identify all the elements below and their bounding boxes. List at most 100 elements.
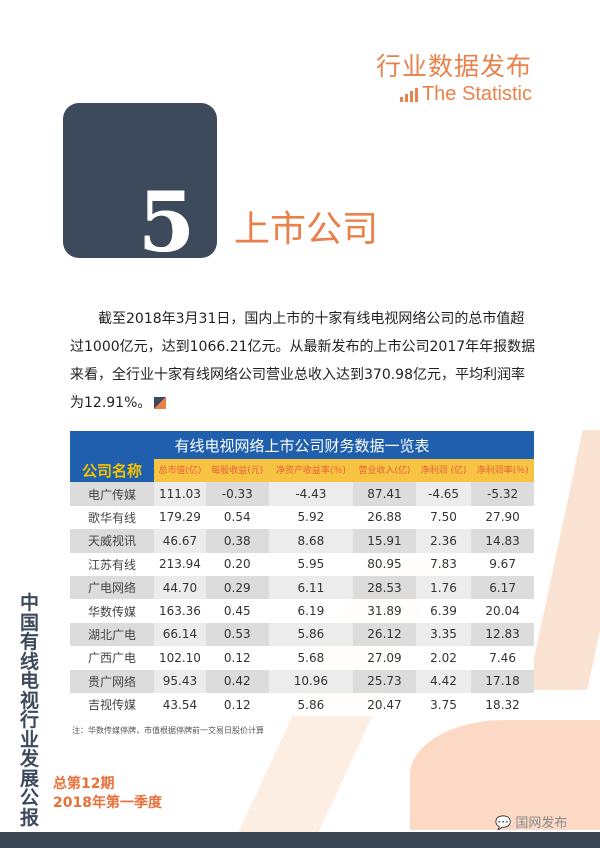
value-cell: 66.14 [154, 622, 206, 647]
value-cell: 3.35 [415, 622, 472, 647]
value-cell: -5.32 [471, 482, 534, 506]
value-cell: 8.68 [268, 529, 354, 553]
value-cell: 111.03 [154, 482, 206, 506]
value-cell: 6.39 [415, 599, 472, 623]
value-cell: 5.86 [268, 622, 354, 647]
value-cell: 0.38 [205, 529, 269, 553]
column-header: 净利润 (亿) [415, 459, 472, 483]
watermark-text: 国网发布 [515, 816, 568, 831]
value-cell: 163.36 [154, 599, 206, 623]
company-name-cell: 广电网络 [70, 575, 154, 600]
value-cell: 80.95 [353, 552, 416, 576]
value-cell: 2.36 [415, 529, 472, 553]
value-cell: 0.45 [205, 599, 269, 623]
section-number: 5 [138, 175, 196, 271]
value-cell: 28.53 [353, 575, 416, 600]
decor-shape [410, 720, 600, 830]
value-cell: 25.73 [353, 669, 416, 693]
column-header: 每股收益(元) [205, 459, 269, 483]
company-name-cell: 华数传媒 [70, 599, 154, 623]
section-title: 上市公司 [234, 209, 379, 250]
company-name-cell: 江苏有线 [70, 552, 154, 576]
value-cell: 7.83 [415, 552, 472, 576]
value-cell: 4.42 [415, 669, 472, 693]
header-title-zh: 行业数据发布 [375, 52, 532, 81]
table-row: 吉视传媒 43.54 0.12 5.86 20.47 3.75 18.32 [70, 692, 534, 717]
table-row: 华数传媒 163.36 0.45 6.19 31.89 6.39 20.04 [70, 599, 534, 623]
value-cell: 26.12 [353, 622, 416, 647]
intro-paragraph: 截至2018年3月31日，国内上市的十家有线电视网络公司的总市值超过1000亿元… [70, 305, 536, 417]
table-row: 江苏有线 213.94 0.20 5.95 80.95 7.83 9.67 [70, 552, 534, 576]
table-row: 天威视讯 46.67 0.38 8.68 15.91 2.36 14.83 [70, 529, 534, 553]
value-cell: 27.09 [353, 646, 416, 670]
table-row: 贵广网络 95.43 0.42 10.96 25.73 4.42 17.18 [70, 669, 534, 693]
bar-chart-icon [399, 87, 418, 102]
value-cell: 15.91 [353, 529, 416, 553]
value-cell: 44.70 [154, 575, 206, 600]
value-cell: 9.67 [471, 552, 534, 576]
value-cell: 5.86 [268, 692, 354, 717]
value-cell: -0.33 [205, 482, 269, 506]
issue-period: 2018年第一季度 [53, 795, 162, 811]
section-number-block [63, 103, 217, 258]
value-cell: 6.19 [268, 599, 354, 623]
decor-shape [527, 430, 600, 690]
column-header: 公司名称 [70, 459, 154, 483]
table-caption: 有线电视网络上市公司财务数据一览表 [70, 431, 534, 459]
value-cell: -4.65 [415, 482, 472, 506]
value-cell: 87.41 [353, 482, 416, 506]
company-name-cell: 吉视传媒 [70, 692, 154, 717]
value-cell: 3.75 [415, 692, 472, 717]
value-cell: 7.46 [471, 646, 534, 670]
value-cell: 46.67 [154, 529, 206, 553]
value-cell: 27.90 [471, 505, 534, 530]
table-row: 湖北广电 66.14 0.53 5.86 26.12 3.35 12.83 [70, 622, 534, 647]
column-header: 净资产收益率(％) [268, 459, 354, 483]
column-header: 净利润率(％) [471, 459, 534, 483]
company-name-cell: 广西广电 [70, 646, 154, 670]
value-cell: 0.20 [205, 552, 269, 576]
value-cell: 0.54 [205, 505, 269, 530]
financial-table: 有线电视网络上市公司财务数据一览表 公司名称 总市值(亿) 每股收益(元) 净资产收益… [70, 431, 534, 717]
footer-bar [0, 832, 600, 848]
value-cell: 5.68 [268, 646, 354, 670]
table-row: 电广传媒 111.03 -0.33 -4.43 87.41 -4.65 -5.32 [70, 482, 534, 506]
value-cell: 2.02 [415, 646, 472, 670]
value-cell: 10.96 [268, 669, 354, 693]
value-cell: 5.92 [268, 505, 354, 530]
company-name-cell: 电广传媒 [70, 482, 154, 506]
value-cell: 7.50 [415, 505, 472, 530]
value-cell: 0.12 [205, 692, 269, 717]
value-cell: 0.42 [205, 669, 269, 693]
table-row: 歌华有线 179.29 0.54 5.92 26.88 7.50 27.90 [70, 505, 534, 530]
value-cell: 5.95 [268, 552, 354, 576]
value-cell: 95.43 [154, 669, 206, 693]
column-header: 总市值(亿) [154, 459, 206, 483]
watermark: 💬 国网发布 [495, 812, 567, 831]
value-cell: 0.29 [205, 575, 269, 600]
value-cell: 0.53 [205, 622, 269, 647]
column-header: 营业收入(亿) [353, 459, 416, 483]
value-cell: 31.89 [353, 599, 416, 623]
value-cell: 12.83 [471, 622, 534, 647]
value-cell: 213.94 [154, 552, 206, 576]
value-cell: 18.32 [471, 692, 534, 717]
table-row: 广西广电 102.10 0.12 5.68 27.09 2.02 7.46 [70, 646, 534, 670]
value-cell: 17.18 [471, 669, 534, 693]
value-cell: 43.54 [154, 692, 206, 717]
value-cell: 1.76 [415, 575, 472, 600]
company-name-cell: 天威视讯 [70, 529, 154, 553]
value-cell: 179.29 [154, 505, 206, 530]
wechat-icon: 💬 [495, 816, 512, 831]
value-cell: -4.43 [268, 482, 354, 506]
issue-info: 总第12期 2018年第一季度 [53, 775, 162, 813]
paragraph-text: 截至2018年3月31日，国内上市的十家有线电视网络公司的总市值超过1000亿元… [70, 311, 536, 411]
issue-number: 总第12期 [53, 776, 115, 792]
company-name-cell: 贵广网络 [70, 669, 154, 693]
company-name-cell: 湖北广电 [70, 622, 154, 647]
sidebar-title: 中国有线电视行业发展公报 [20, 592, 40, 829]
company-name-cell: 歌华有线 [70, 505, 154, 530]
end-mark-icon [154, 397, 167, 409]
value-cell: 26.88 [353, 505, 416, 530]
value-cell: 102.10 [154, 646, 206, 670]
